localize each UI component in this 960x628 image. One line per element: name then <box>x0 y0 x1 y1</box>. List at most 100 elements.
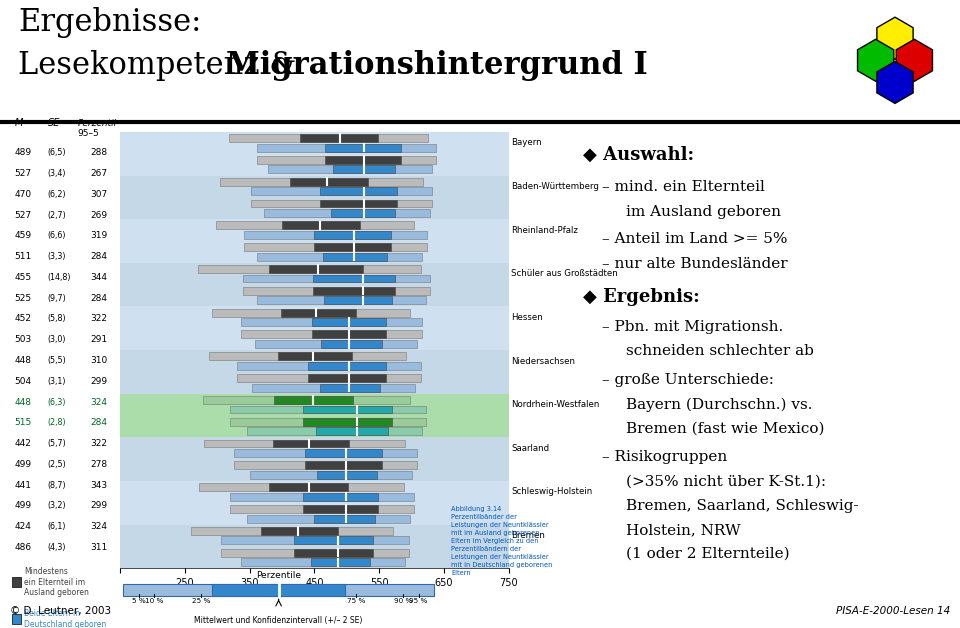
Bar <box>325 144 400 151</box>
Text: 291: 291 <box>90 335 107 344</box>
Text: 452: 452 <box>14 315 32 323</box>
Text: – Pbn. mit Migrationsh.: – Pbn. mit Migrationsh. <box>602 320 783 334</box>
Text: (>35% nicht über K-St.1):: (>35% nicht über K-St.1): <box>626 475 826 489</box>
Text: (6,2): (6,2) <box>48 190 66 198</box>
Text: 95 %: 95 % <box>409 598 428 604</box>
Text: 448: 448 <box>14 398 32 406</box>
Bar <box>120 132 509 154</box>
Bar <box>312 318 386 326</box>
Bar <box>204 440 405 447</box>
Bar <box>234 449 417 457</box>
Text: – große Unterschiede:: – große Unterschiede: <box>602 372 775 387</box>
Bar <box>254 340 417 348</box>
Text: (2,7): (2,7) <box>48 210 66 220</box>
Text: 284: 284 <box>90 252 107 261</box>
Text: (5,8): (5,8) <box>48 315 66 323</box>
Bar <box>221 178 423 185</box>
Bar <box>120 546 509 568</box>
Bar <box>191 527 394 534</box>
Text: Migrationshintergrund I: Migrationshintergrund I <box>226 50 648 81</box>
Bar <box>320 187 397 195</box>
Bar <box>302 505 378 513</box>
Text: 322: 322 <box>90 315 107 323</box>
Text: 324: 324 <box>90 522 107 531</box>
Bar <box>332 166 396 173</box>
Bar <box>241 558 405 566</box>
Bar <box>120 263 509 284</box>
Bar <box>120 503 509 525</box>
Text: (6,5): (6,5) <box>48 148 66 157</box>
Text: (4,3): (4,3) <box>48 543 66 552</box>
Bar <box>269 265 363 273</box>
Bar <box>245 231 427 239</box>
Text: Schüler aus Großstädten: Schüler aus Großstädten <box>511 269 618 278</box>
Bar <box>251 200 432 207</box>
Text: Baden-Württemberg: Baden-Württemberg <box>511 182 599 191</box>
Bar <box>12 614 21 624</box>
Text: 269: 269 <box>90 210 107 220</box>
Text: 75 %: 75 % <box>348 598 366 604</box>
Bar <box>243 274 430 283</box>
Bar <box>305 449 382 457</box>
Text: 299: 299 <box>90 377 107 386</box>
Text: Beide Eltern in
Deutschland geboren: Beide Eltern in Deutschland geboren <box>24 609 107 628</box>
Text: 527: 527 <box>14 169 32 178</box>
Bar <box>123 584 434 596</box>
Bar <box>324 296 393 305</box>
Bar <box>120 154 509 176</box>
Text: 322: 322 <box>90 439 107 448</box>
Bar <box>273 440 349 447</box>
Text: im Ausland geboren: im Ausland geboren <box>626 205 780 219</box>
Text: 278: 278 <box>90 460 107 469</box>
Text: – mind. ein Elternteil: – mind. ein Elternteil <box>602 180 765 194</box>
Bar <box>294 536 372 544</box>
Bar <box>261 527 338 534</box>
Text: 486: 486 <box>14 543 32 552</box>
Bar <box>315 515 375 522</box>
Text: 95–5: 95–5 <box>78 129 100 138</box>
Text: Saarland: Saarland <box>511 444 549 453</box>
Bar <box>120 481 509 503</box>
Text: (5,7): (5,7) <box>48 439 66 448</box>
Text: 470: 470 <box>14 190 32 198</box>
Text: (3,0): (3,0) <box>48 335 66 344</box>
Text: 424: 424 <box>14 522 32 531</box>
Bar <box>275 396 353 404</box>
Bar <box>320 200 397 207</box>
Bar <box>278 352 352 360</box>
Bar <box>120 306 509 328</box>
Bar <box>120 350 509 372</box>
Bar <box>12 577 21 587</box>
Text: (1 oder 2 Elternteile): (1 oder 2 Elternteile) <box>626 547 789 561</box>
Bar <box>120 219 509 241</box>
Text: 5 %: 5 % <box>132 598 146 604</box>
Text: 455: 455 <box>14 273 32 282</box>
Bar <box>120 284 509 306</box>
Text: 504: 504 <box>14 377 32 386</box>
Text: Mittelwert und Konfidenzintervall (+/– 2 SE): Mittelwert und Konfidenzintervall (+/– 2… <box>195 616 363 625</box>
Bar <box>280 308 356 317</box>
Bar <box>315 243 391 251</box>
Bar <box>230 406 426 413</box>
Text: 343: 343 <box>90 480 107 490</box>
Text: (2,8): (2,8) <box>48 418 66 427</box>
Bar <box>212 584 346 596</box>
Text: (6,3): (6,3) <box>48 398 66 406</box>
Bar <box>120 525 509 546</box>
Bar <box>120 372 509 394</box>
Bar <box>241 330 422 338</box>
Bar <box>236 362 420 370</box>
Text: Mindestens
ein Elternteil im
Ausland geboren: Mindestens ein Elternteil im Ausland geb… <box>24 567 89 597</box>
Bar <box>290 178 368 185</box>
Bar <box>330 209 395 217</box>
Bar <box>203 396 410 404</box>
Bar <box>257 156 436 164</box>
Text: Lesekompetenz &: Lesekompetenz & <box>18 50 306 81</box>
Text: 527: 527 <box>14 210 32 220</box>
Bar <box>198 265 420 273</box>
Bar <box>120 241 509 263</box>
Text: (3,3): (3,3) <box>48 252 66 261</box>
Bar <box>247 428 422 435</box>
Bar <box>268 166 432 173</box>
Text: Schleswig-Holstein: Schleswig-Holstein <box>511 487 592 497</box>
